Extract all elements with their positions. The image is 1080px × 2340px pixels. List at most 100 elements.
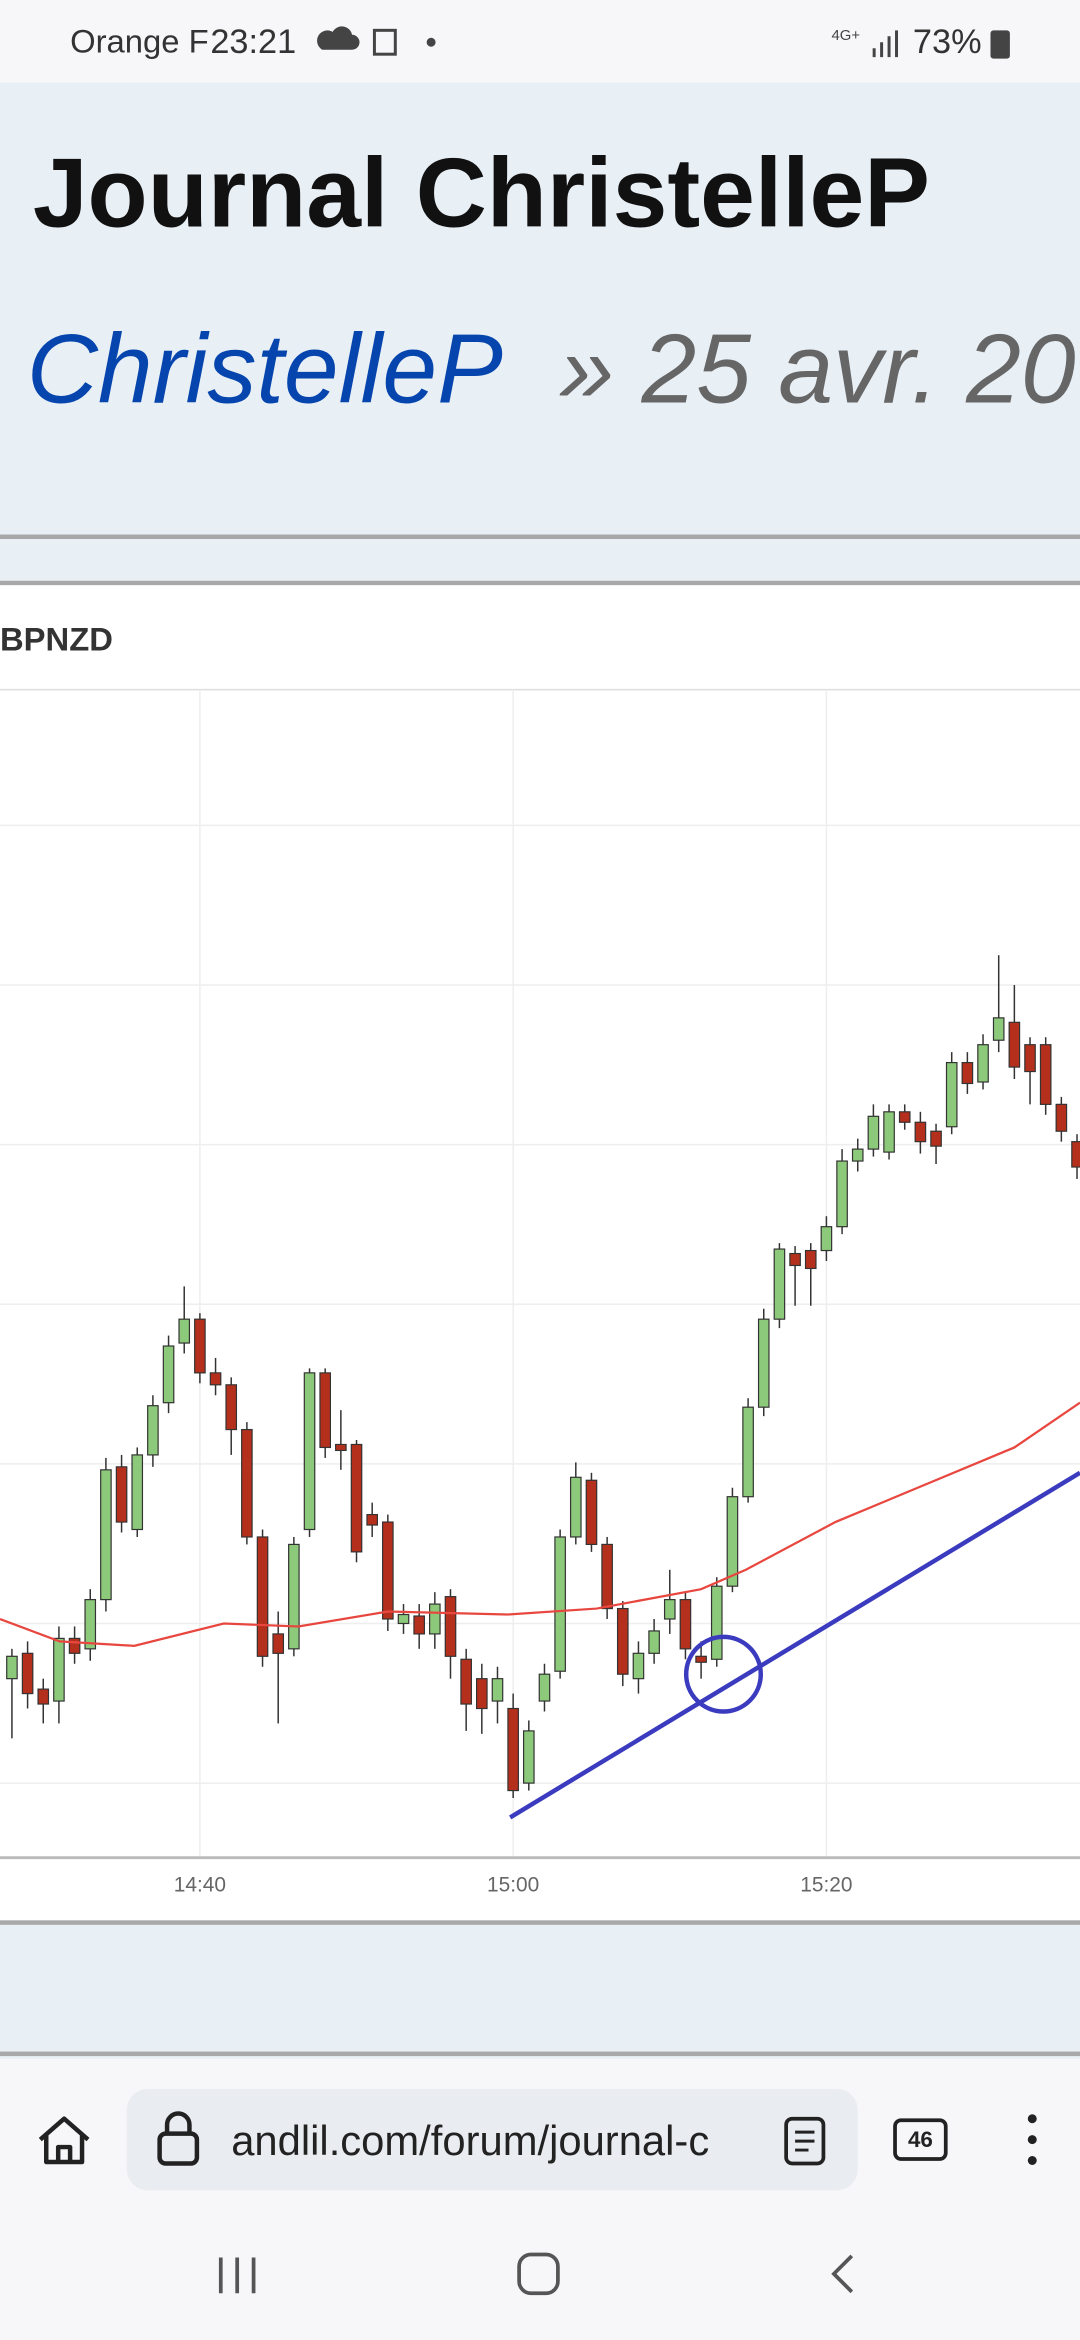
lock-icon	[164, 2111, 192, 2134]
candle-body	[961, 1062, 974, 1085]
candle-body	[1071, 1141, 1080, 1168]
highlight-circle	[683, 1634, 764, 1714]
network: 4G+	[832, 28, 861, 44]
candle-body	[507, 1707, 519, 1792]
candle-body	[757, 1318, 770, 1408]
battery: 73%	[913, 23, 982, 61]
home-nav-button[interactable]	[517, 2252, 560, 2296]
candle-body	[413, 1615, 425, 1635]
home-button[interactable]	[38, 2116, 90, 2165]
candle-body	[366, 1513, 378, 1526]
candle-body	[538, 1673, 551, 1702]
candle-body	[898, 1111, 911, 1123]
candle-body	[100, 1469, 112, 1601]
candle-body	[194, 1318, 206, 1374]
candle-body	[350, 1443, 363, 1553]
candle-body	[272, 1633, 285, 1654]
divider	[0, 534, 1080, 540]
divider	[0, 580, 1080, 586]
carrier: Orange F	[70, 22, 209, 59]
candle-body	[569, 1476, 582, 1538]
candle-body	[382, 1521, 394, 1620]
battery-icon	[990, 30, 1010, 59]
candle-body	[288, 1543, 300, 1650]
reader-button	[795, 2130, 815, 2152]
candle-body	[773, 1248, 786, 1320]
candle-body	[616, 1607, 629, 1675]
back-button[interactable]	[831, 2254, 854, 2294]
notif-icon	[372, 28, 397, 56]
candle-body	[335, 1443, 347, 1452]
candle-body	[851, 1148, 864, 1162]
candle-body	[84, 1599, 97, 1650]
page-title: Journal ChristelleP	[33, 137, 930, 247]
lock-icon	[157, 2131, 200, 2166]
breadcrumb-link[interactable]: ChristelleP	[27, 313, 503, 423]
candle-body	[147, 1405, 159, 1456]
reader-button[interactable]	[784, 2116, 826, 2166]
candle-body	[820, 1226, 833, 1252]
candle-body	[742, 1406, 754, 1498]
candle-body	[601, 1543, 613, 1610]
candle-body	[1024, 1044, 1036, 1073]
candle-body	[522, 1730, 535, 1784]
candle-body	[53, 1637, 65, 1702]
signal-icon	[872, 30, 899, 58]
weather-icon	[317, 26, 360, 50]
candle-body	[225, 1384, 238, 1431]
candle-body	[444, 1596, 457, 1657]
breadcrumb-text: » 25 avr. 20	[559, 313, 1075, 423]
candle-body	[162, 1345, 175, 1404]
status-bar	[0, 0, 1080, 83]
x-tick-label: 15:00	[487, 1874, 539, 1897]
candle-body	[789, 1252, 801, 1267]
url[interactable]: andlil.com/forum/journal-c	[231, 2117, 709, 2164]
candle-body	[585, 1479, 598, 1546]
candle-body	[397, 1613, 410, 1625]
candle-body	[178, 1318, 191, 1344]
grid	[0, 824, 1080, 1784]
tabs-button[interactable]	[893, 2118, 948, 2161]
candle-body	[209, 1372, 222, 1386]
candle-body	[131, 1454, 144, 1531]
tab-count: 46	[908, 2127, 933, 2152]
candle-body	[726, 1496, 739, 1587]
candle-body	[1055, 1103, 1068, 1132]
candle-body	[429, 1603, 441, 1635]
candle-body	[914, 1121, 927, 1143]
candle-body	[836, 1160, 848, 1228]
candle-body	[710, 1585, 723, 1660]
candle-body	[663, 1599, 676, 1620]
x-tick-label: 15:20	[800, 1874, 852, 1897]
candle-body	[679, 1599, 692, 1650]
candle-body	[1008, 1021, 1021, 1068]
candle-body	[1039, 1044, 1052, 1105]
chart-title: BPNZD	[0, 621, 113, 658]
candle-body	[491, 1678, 504, 1702]
plot	[6, 689, 1080, 1858]
candle-body	[867, 1115, 880, 1150]
moving-average	[0, 1401, 1080, 1647]
candle-body	[632, 1652, 645, 1680]
candle-body	[460, 1658, 472, 1705]
candle-body	[241, 1428, 253, 1538]
menu-button[interactable]	[1027, 2114, 1037, 2165]
recents-button[interactable]	[218, 2257, 256, 2294]
candle-body	[804, 1249, 817, 1270]
candle-body	[648, 1630, 660, 1654]
candle-body	[115, 1466, 128, 1523]
url-bar[interactable]	[126, 2088, 858, 2191]
candle-body	[930, 1130, 942, 1147]
divider	[0, 2051, 1080, 2057]
candle-body	[992, 1017, 1005, 1041]
candle-body	[476, 1678, 488, 1710]
x-tick-label: 14:40	[174, 1874, 226, 1897]
divider	[0, 1920, 1080, 1925]
candle-body	[945, 1062, 958, 1128]
dot	[426, 37, 436, 47]
candle-body	[6, 1655, 18, 1680]
candle-body	[977, 1044, 989, 1083]
candle-body	[37, 1688, 50, 1705]
candle-body	[695, 1655, 707, 1663]
